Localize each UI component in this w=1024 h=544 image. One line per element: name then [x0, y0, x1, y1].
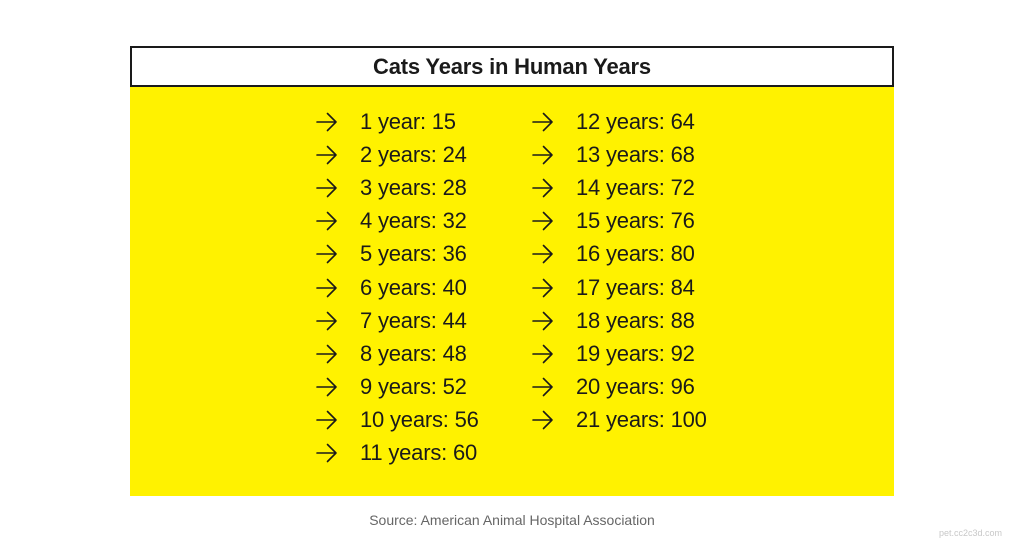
conversion-panel: 1 year: 15 2 years: 24 3 years: 28 4 years:… — [130, 87, 894, 496]
list-item: 3 years: 28 — [316, 171, 479, 204]
page-title: Cats Years in Human Years — [373, 53, 651, 79]
arrow-right-icon — [532, 144, 554, 166]
list-item-text: 9 years: 52 — [360, 374, 467, 400]
list-item-text: 20 years: 96 — [576, 374, 695, 400]
arrow-right-icon — [316, 243, 338, 265]
list-item: 15 years: 76 — [532, 205, 707, 238]
list-item: 19 years: 92 — [532, 337, 707, 370]
list-item-text: 8 years: 48 — [360, 340, 467, 366]
list-item: 20 years: 96 — [532, 371, 707, 404]
list-item: 1 year: 15 — [316, 105, 479, 138]
arrow-right-icon — [316, 409, 338, 431]
arrow-right-icon — [532, 277, 554, 299]
list-item: 21 years: 100 — [532, 404, 707, 437]
source-caption: Source: American Animal Hospital Associa… — [369, 512, 655, 528]
arrow-right-icon — [316, 277, 338, 299]
list-item: 16 years: 80 — [532, 238, 707, 271]
list-item: 12 years: 64 — [532, 105, 707, 138]
list-item-text: 5 years: 36 — [360, 241, 467, 267]
arrow-right-icon — [316, 111, 338, 133]
list-item: 5 years: 36 — [316, 238, 479, 271]
list-item: 9 years: 52 — [316, 371, 479, 404]
arrow-right-icon — [532, 376, 554, 398]
list-item: 6 years: 40 — [316, 271, 479, 304]
list-item-text: 7 years: 44 — [360, 307, 467, 333]
list-item: 10 years: 56 — [316, 404, 479, 437]
list-item: 4 years: 32 — [316, 205, 479, 238]
list-item-text: 18 years: 88 — [576, 307, 695, 333]
left-column: 1 year: 15 2 years: 24 3 years: 28 4 years:… — [316, 105, 479, 470]
arrow-right-icon — [532, 343, 554, 365]
list-item: 8 years: 48 — [316, 337, 479, 370]
list-item: 17 years: 84 — [532, 271, 707, 304]
list-item: 13 years: 68 — [532, 138, 707, 171]
arrow-right-icon — [316, 376, 338, 398]
arrow-right-icon — [316, 343, 338, 365]
list-item: 7 years: 44 — [316, 304, 479, 337]
list-item-text: 6 years: 40 — [360, 274, 467, 300]
arrow-right-icon — [316, 310, 338, 332]
list-item-text: 3 years: 28 — [360, 174, 467, 200]
arrow-right-icon — [316, 210, 338, 232]
list-item-text: 16 years: 80 — [576, 241, 695, 267]
arrow-right-icon — [532, 310, 554, 332]
arrow-right-icon — [532, 177, 554, 199]
list-item-text: 14 years: 72 — [576, 174, 695, 200]
list-item: 11 years: 60 — [316, 437, 479, 470]
arrow-right-icon — [532, 210, 554, 232]
list-item-text: 15 years: 76 — [576, 208, 695, 234]
arrow-right-icon — [316, 144, 338, 166]
list-item-text: 11 years: 60 — [360, 440, 478, 466]
list-item: 18 years: 88 — [532, 304, 707, 337]
arrow-right-icon — [532, 243, 554, 265]
arrow-right-icon — [532, 111, 554, 133]
arrow-right-icon — [316, 177, 338, 199]
right-column: 12 years: 64 13 years: 68 14 years: 72 15 y… — [532, 105, 707, 437]
list-item-text: 21 years: 100 — [576, 407, 707, 433]
list-item-text: 1 year: 15 — [360, 108, 456, 134]
list-item-text: 10 years: 56 — [360, 407, 479, 433]
list-item: 14 years: 72 — [532, 171, 707, 204]
list-item-text: 12 years: 64 — [576, 108, 695, 134]
arrow-right-icon — [532, 409, 554, 431]
infographic-card: Cats Years in Human Years 1 year: 15 2 ye… — [130, 46, 894, 496]
list-item-text: 4 years: 32 — [360, 208, 467, 234]
list-item-text: 2 years: 24 — [360, 141, 467, 167]
watermark: pet.cc2c3d.com — [938, 528, 1002, 538]
list-item-text: 17 years: 84 — [576, 274, 695, 300]
list-item-text: 13 years: 68 — [576, 141, 695, 167]
arrow-right-icon — [316, 442, 338, 464]
list-item-text: 19 years: 92 — [576, 340, 695, 366]
list-item: 2 years: 24 — [316, 138, 479, 171]
title-bar: Cats Years in Human Years — [130, 46, 894, 87]
